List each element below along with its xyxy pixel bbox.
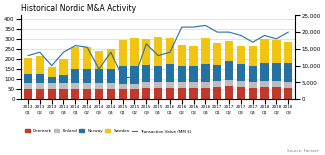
Bar — [237, 46, 245, 64]
Bar — [225, 61, 233, 80]
Bar — [213, 65, 221, 81]
Bar — [107, 83, 115, 89]
Bar — [201, 64, 210, 82]
Bar — [260, 87, 269, 99]
Bar — [95, 89, 103, 99]
Bar — [119, 89, 127, 99]
Bar — [178, 88, 186, 99]
Bar — [260, 63, 269, 81]
Bar — [71, 47, 80, 69]
Bar — [59, 83, 68, 89]
Bar — [284, 82, 292, 88]
Bar — [24, 83, 32, 89]
Bar — [225, 86, 233, 99]
Text: Source: Factset: Source: Factset — [287, 149, 318, 153]
Bar — [71, 89, 80, 99]
Bar — [189, 46, 198, 66]
Bar — [36, 89, 44, 99]
Bar — [154, 82, 162, 88]
Bar — [59, 75, 68, 83]
Bar — [237, 87, 245, 99]
Bar — [284, 63, 292, 82]
Bar — [119, 84, 127, 89]
Bar — [36, 56, 44, 74]
Bar — [24, 58, 32, 74]
Bar — [154, 88, 162, 99]
Bar — [107, 69, 115, 83]
Bar — [225, 41, 233, 61]
Bar — [107, 49, 115, 69]
Bar — [130, 66, 138, 84]
Bar — [36, 83, 44, 89]
Bar — [83, 47, 91, 69]
Bar — [142, 65, 150, 82]
Bar — [260, 81, 269, 87]
Bar — [284, 88, 292, 99]
Bar — [178, 45, 186, 66]
Bar — [95, 69, 103, 83]
Bar — [249, 46, 257, 66]
Bar — [119, 40, 127, 66]
Bar — [189, 88, 198, 99]
Bar — [47, 89, 56, 99]
Bar — [154, 66, 162, 82]
Bar — [130, 38, 138, 66]
Bar — [178, 82, 186, 88]
Bar — [166, 64, 174, 82]
Bar — [272, 81, 280, 87]
Bar — [166, 82, 174, 88]
Bar — [142, 39, 150, 65]
Bar — [272, 87, 280, 99]
Bar — [83, 69, 91, 83]
Bar — [142, 82, 150, 88]
Bar — [225, 80, 233, 86]
Bar — [59, 59, 68, 75]
Bar — [71, 83, 80, 89]
Bar — [142, 88, 150, 99]
Bar — [166, 38, 174, 64]
Bar — [189, 82, 198, 88]
Bar — [272, 40, 280, 63]
Bar — [213, 81, 221, 87]
Bar — [107, 89, 115, 99]
Bar — [213, 43, 221, 65]
Bar — [237, 81, 245, 87]
Bar — [249, 88, 257, 99]
Bar — [237, 64, 245, 81]
Bar — [71, 69, 80, 83]
Bar — [260, 39, 269, 63]
Bar — [201, 38, 210, 64]
Legend: Denmark, Finland, Norway, Sweden, Transaction Value (MM $): Denmark, Finland, Norway, Sweden, Transa… — [23, 128, 193, 135]
Bar — [249, 66, 257, 82]
Bar — [59, 89, 68, 99]
Bar — [272, 63, 280, 81]
Bar — [249, 82, 257, 88]
Bar — [95, 51, 103, 69]
Bar — [83, 83, 91, 89]
Bar — [213, 87, 221, 99]
Bar — [166, 88, 174, 99]
Bar — [201, 88, 210, 99]
Bar — [154, 37, 162, 66]
Bar — [47, 83, 56, 89]
Bar — [95, 83, 103, 89]
Bar — [119, 66, 127, 84]
Text: Historical Nordic M&A Activity: Historical Nordic M&A Activity — [21, 4, 136, 13]
Bar — [130, 84, 138, 89]
Bar — [24, 74, 32, 83]
Bar — [130, 89, 138, 99]
Bar — [24, 89, 32, 99]
Bar — [178, 66, 186, 82]
Bar — [36, 74, 44, 83]
Bar — [284, 42, 292, 63]
Bar — [47, 67, 56, 77]
Bar — [47, 77, 56, 83]
Bar — [189, 66, 198, 82]
Bar — [83, 89, 91, 99]
Bar — [201, 82, 210, 88]
